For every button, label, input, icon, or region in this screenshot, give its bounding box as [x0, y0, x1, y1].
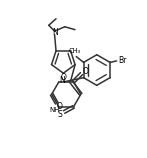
Text: NH: NH [49, 106, 60, 112]
Text: N: N [59, 76, 65, 85]
Text: O: O [56, 102, 62, 111]
Text: CH₃: CH₃ [69, 49, 81, 55]
Text: Br: Br [118, 56, 127, 65]
Text: S: S [58, 110, 62, 119]
Text: O: O [60, 73, 66, 82]
Text: O: O [82, 67, 88, 76]
Text: N: N [52, 28, 58, 37]
